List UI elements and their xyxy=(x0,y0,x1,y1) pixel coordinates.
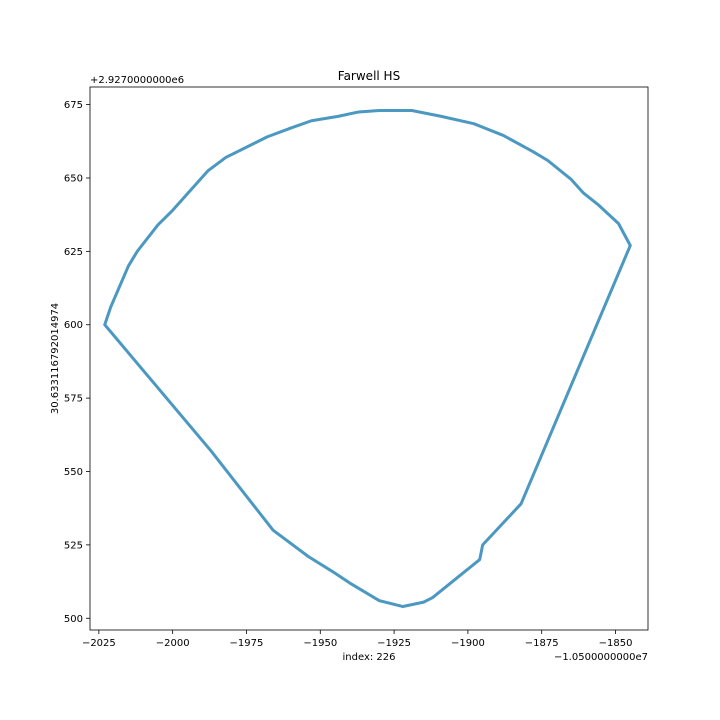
y-tick-label: 500 xyxy=(64,614,83,625)
series-line xyxy=(103,108,632,609)
y-tick-label: 525 xyxy=(64,540,83,551)
y-tick-label: 575 xyxy=(64,394,83,405)
x-tick-label: −2025 xyxy=(82,638,116,649)
y-tick-label: 600 xyxy=(64,320,83,331)
x-tick-label: −1925 xyxy=(377,638,411,649)
x-tick-label: −1950 xyxy=(303,638,337,649)
x-tick-label: −2000 xyxy=(156,638,190,649)
x-axis-offset-label: −1.0500000000e7 xyxy=(554,652,648,663)
y-axis-offset-label: +2.9270000000e6 xyxy=(90,75,184,86)
y-tick-label: 650 xyxy=(64,173,83,184)
y-tick-label: 675 xyxy=(64,100,83,111)
x-tick-label: −1850 xyxy=(599,638,633,649)
chart-title: Farwell HS xyxy=(338,69,400,83)
plot-area-frame xyxy=(89,86,649,631)
y-axis-label: 30.633116792014974 xyxy=(50,303,61,414)
x-tick-label: −1975 xyxy=(230,638,264,649)
y-tick-label: 550 xyxy=(64,467,83,478)
x-axis-ticks: −2025 −2000 −1975 −1950 −1925 −1900 −1875 −1850 xyxy=(82,630,632,649)
series-layer xyxy=(103,108,632,609)
x-tick-label: −1900 xyxy=(451,638,485,649)
x-tick-label: −1875 xyxy=(525,638,559,649)
y-tick-label: 625 xyxy=(64,247,83,258)
y-axis-ticks: 500 525 550 575 600 625 650 675 xyxy=(64,100,90,625)
x-axis-label: index: 226 xyxy=(343,652,396,663)
